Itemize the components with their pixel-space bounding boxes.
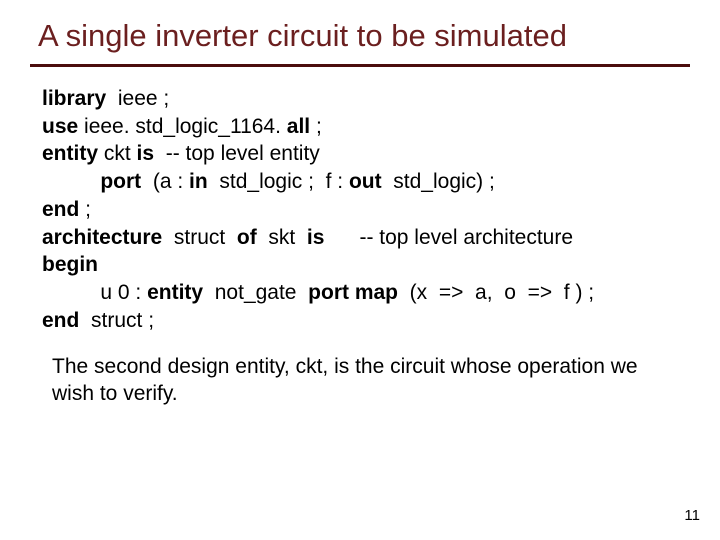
code-indent [42, 281, 100, 304]
code-text: (a : [141, 170, 189, 193]
code-block: library ieee ; use ieee. std_logic_1164.… [0, 67, 720, 334]
code-text: struct ; [79, 309, 154, 332]
keyword-in: in [189, 170, 208, 193]
keyword-is: is [307, 226, 325, 249]
code-text: ; [310, 115, 322, 138]
code-text: ieee ; [106, 87, 169, 110]
code-line-4: port (a : in std_logic ; f : out std_log… [42, 168, 720, 196]
keyword-out: out [349, 170, 382, 193]
page-number: 11 [684, 507, 700, 524]
code-indent [42, 170, 100, 193]
code-text: (x => a, o => f ) ; [398, 281, 594, 304]
keyword-of: of [237, 226, 257, 249]
code-text: -- top level architecture [324, 226, 573, 249]
keyword-entity: entity [42, 142, 98, 165]
keyword-begin: begin [42, 253, 98, 276]
code-line-5: end ; [42, 196, 720, 224]
code-line-7: begin [42, 251, 720, 279]
code-text: skt [257, 226, 307, 249]
code-text: u 0 : [100, 281, 147, 304]
explanatory-note: The second design entity, ckt, is the ci… [0, 334, 720, 407]
code-line-1: library ieee ; [42, 85, 720, 113]
code-text: -- top level entity [154, 142, 320, 165]
keyword-architecture: architecture [42, 226, 162, 249]
code-line-3: entity ckt is -- top level entity [42, 140, 720, 168]
slide: A single inverter circuit to be simulate… [0, 0, 720, 540]
code-line-8: u 0 : entity not_gate port map (x => a, … [42, 279, 720, 307]
code-line-2: use ieee. std_logic_1164. all ; [42, 113, 720, 141]
keyword-use: use [42, 115, 78, 138]
code-text: ieee. std_logic_1164. [78, 115, 287, 138]
code-text: struct [162, 226, 237, 249]
code-text: std_logic) ; [382, 170, 495, 193]
code-line-9: end struct ; [42, 307, 720, 335]
keyword-port: port [100, 170, 141, 193]
keyword-all: all [287, 115, 310, 138]
keyword-port-map: port map [308, 281, 398, 304]
slide-title: A single inverter circuit to be simulate… [0, 0, 720, 64]
keyword-is: is [137, 142, 155, 165]
code-line-6: architecture struct of skt is -- top lev… [42, 224, 720, 252]
keyword-library: library [42, 87, 106, 110]
keyword-entity: entity [147, 281, 203, 304]
keyword-end: end [42, 198, 79, 221]
code-text: ; [79, 198, 91, 221]
code-text: std_logic ; f : [208, 170, 349, 193]
code-text: not_gate [203, 281, 308, 304]
keyword-end: end [42, 309, 79, 332]
code-text: ckt [98, 142, 137, 165]
